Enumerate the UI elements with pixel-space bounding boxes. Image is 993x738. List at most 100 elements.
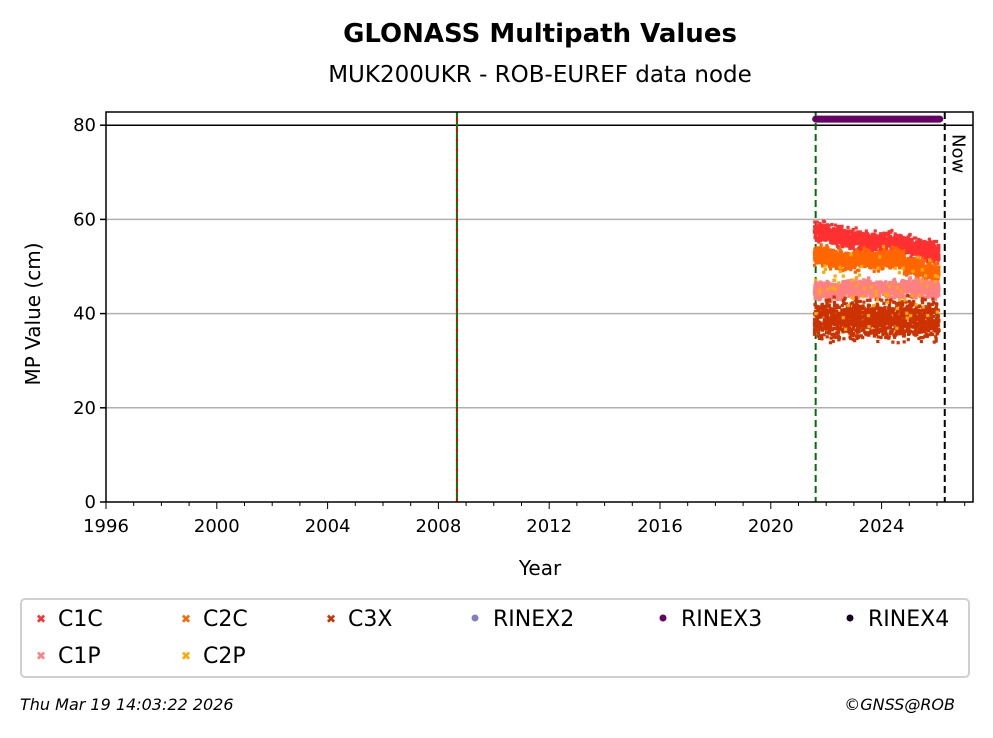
data-point-c3x [818,321,821,324]
data-point-c1p [862,290,865,293]
data-point-c1p [878,292,881,295]
data-point-c1p [841,292,844,295]
data-point-c2c [885,261,888,264]
data-point-c1c [913,242,916,245]
data-point-c2c [876,264,879,267]
data-point-c3x [890,307,893,310]
data-point-c3x [907,338,910,341]
data-point-c1c [911,252,914,255]
data-point-c3x [882,323,885,326]
data-point-c1c [899,242,902,245]
data-point-c2c [936,262,939,265]
data-point-c1c [897,237,900,240]
data-point-c1c [869,244,872,247]
data-point-c1c [816,231,819,234]
data-point-c3x [858,307,861,310]
data-point-c1c [937,245,940,248]
data-point-c1p [912,290,915,293]
data-point-c3x [828,329,831,332]
data-point-c3x [813,324,816,327]
data-point-c1p [879,289,882,292]
data-point-c3x [858,327,861,330]
data-point-c3x [872,317,875,320]
data-point-c2c [835,262,838,265]
data-point-c2c [856,255,859,258]
data-point-c1p [909,276,912,279]
data-point-c1c [836,241,839,244]
data-point-c1c [921,252,924,255]
data-point-c1c [829,230,832,233]
data-point-c3x [855,324,858,327]
data-point-c1c [820,223,823,226]
data-point-c1c [926,256,929,259]
data-point-c3x [813,318,816,321]
data-point-c3x [875,328,878,331]
data-point-c2c [866,248,869,251]
data-point-c1c [862,234,865,237]
data-point-c3x [882,302,885,305]
data-point-c2c [855,262,858,265]
data-point-c3x [856,330,859,333]
data-point-c3x [841,313,844,316]
data-point-c3x [861,336,864,339]
data-point-c3x [834,314,837,317]
data-point-c2c [872,256,875,259]
data-point-c3x [817,331,820,334]
data-point-c3x [831,316,834,319]
data-point-c3x [898,332,901,335]
data-point-c2c [843,268,846,271]
data-point-c3x [871,323,874,326]
data-point-c3x [821,309,824,312]
data-point-c2c [838,247,841,250]
data-point-c3x [904,325,907,328]
data-point-c1p [891,284,894,287]
data-point-c1c [835,228,838,231]
data-point-c1c [813,220,816,223]
data-point-c2c [835,266,838,269]
data-point-c2c [933,267,936,270]
data-point-c1p [899,283,902,286]
data-point-c1p [818,298,821,301]
data-point-c3x [876,305,879,308]
data-point-c1p [876,285,879,288]
data-point-c1c [908,234,911,237]
data-point-c3x [816,305,819,308]
data-point-c1c [820,235,823,238]
data-point-c3x [892,333,895,336]
data-point-c3x [903,340,906,343]
data-point-c3x [820,337,823,340]
data-point-c1c [884,237,887,240]
data-point-c2c [889,263,892,266]
data-point-c1p [855,293,858,296]
data-point-c1c [841,245,844,248]
data-point-c1c [850,230,853,233]
data-point-c1c [844,232,847,235]
data-point-c1c [856,235,859,238]
data-point-c3x [920,340,923,343]
data-point-c3x [891,341,894,344]
data-point-c2c [844,264,847,267]
data-point-c3x [906,294,909,297]
data-point-c1p [855,281,858,284]
data-point-c1p [862,278,865,281]
data-point-c2c [813,264,816,267]
data-point-c3x [910,309,913,312]
data-point-c3x [824,307,827,310]
data-point-c1c [905,240,908,243]
data-point-c3x [917,329,920,332]
data-point-c2c [906,259,909,262]
data-point-c1p [870,295,873,298]
data-point-c1c [917,238,920,241]
data-point-c3x [825,299,828,302]
data-point-c1p [836,293,839,296]
data-point-c3x [849,337,852,340]
data-point-c3x [832,340,835,343]
data-point-c2c [821,252,824,255]
data-point-c3x [836,323,839,326]
data-point-c3x [883,332,886,335]
chart-subtitle: MUK200UKR - ROB-EUREF data node [328,62,752,88]
data-point-c2c [864,263,867,266]
data-point-c3x [917,337,920,340]
data-point-c1p [931,288,934,291]
data-point-c3x [870,329,873,332]
